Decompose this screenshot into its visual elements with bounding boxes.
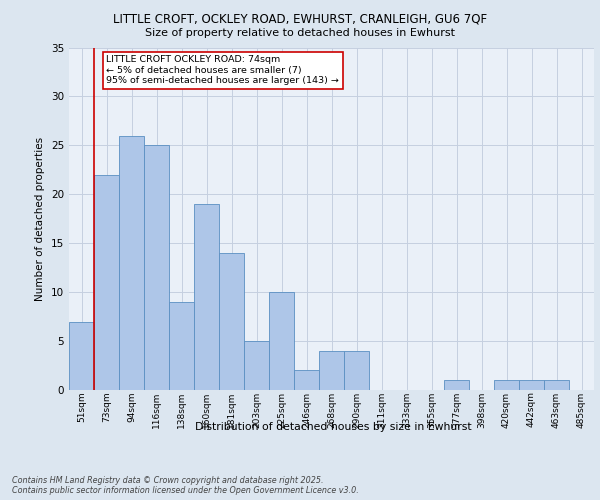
Bar: [344, 351, 369, 390]
Bar: [269, 292, 294, 390]
Text: Contains HM Land Registry data © Crown copyright and database right 2025.
Contai: Contains HM Land Registry data © Crown c…: [12, 476, 359, 495]
Bar: [144, 146, 169, 390]
Bar: [94, 174, 119, 390]
Text: Distribution of detached houses by size in Ewhurst: Distribution of detached houses by size …: [194, 422, 472, 432]
Bar: [69, 322, 94, 390]
Bar: [194, 204, 219, 390]
Bar: [519, 380, 544, 390]
Bar: [494, 380, 519, 390]
Bar: [294, 370, 319, 390]
Text: LITTLE CROFT, OCKLEY ROAD, EWHURST, CRANLEIGH, GU6 7QF: LITTLE CROFT, OCKLEY ROAD, EWHURST, CRAN…: [113, 12, 487, 26]
Bar: [444, 380, 469, 390]
Text: LITTLE CROFT OCKLEY ROAD: 74sqm
← 5% of detached houses are smaller (7)
95% of s: LITTLE CROFT OCKLEY ROAD: 74sqm ← 5% of …: [107, 56, 340, 85]
Bar: [169, 302, 194, 390]
Bar: [319, 351, 344, 390]
Y-axis label: Number of detached properties: Number of detached properties: [35, 136, 46, 301]
Text: Size of property relative to detached houses in Ewhurst: Size of property relative to detached ho…: [145, 28, 455, 38]
Bar: [244, 341, 269, 390]
Bar: [544, 380, 569, 390]
Bar: [219, 253, 244, 390]
Bar: [119, 136, 144, 390]
